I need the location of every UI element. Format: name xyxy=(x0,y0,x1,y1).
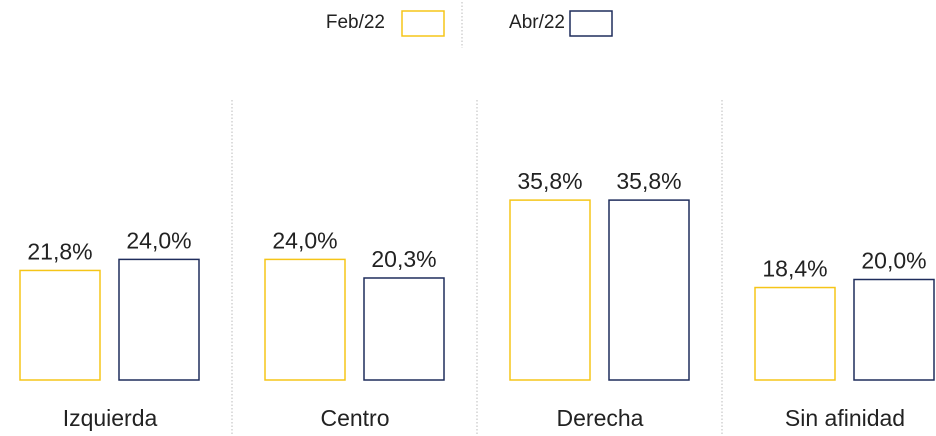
bar xyxy=(608,199,690,381)
value-label: 35,8% xyxy=(517,168,582,194)
legend-label: Abr/22 xyxy=(509,12,565,33)
legend-swatch xyxy=(569,10,613,37)
legend-label: Feb/22 xyxy=(326,12,385,33)
x-tick-label: Derecha xyxy=(557,405,644,431)
bar xyxy=(264,258,346,381)
bar xyxy=(509,199,591,381)
x-tick-label: Izquierda xyxy=(63,405,158,431)
value-label: 20,3% xyxy=(371,246,436,272)
bar xyxy=(118,258,200,381)
legend-swatch xyxy=(401,10,445,37)
bar xyxy=(853,278,935,381)
value-label: 24,0% xyxy=(272,227,337,253)
value-label: 18,4% xyxy=(762,256,827,282)
value-label: 35,8% xyxy=(616,168,681,194)
value-label: 20,0% xyxy=(861,248,926,274)
value-label: 21,8% xyxy=(27,239,92,265)
value-label: 24,0% xyxy=(126,227,191,253)
x-tick-label: Sin afinidad xyxy=(785,405,905,431)
bar xyxy=(363,277,445,381)
bar xyxy=(754,286,836,381)
bar xyxy=(19,269,101,381)
x-tick-label: Centro xyxy=(320,405,389,431)
